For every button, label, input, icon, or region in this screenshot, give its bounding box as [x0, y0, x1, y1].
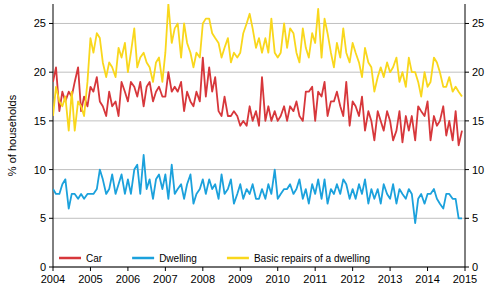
chart: 0 0 5 5 10 10 15 15 20 20 25 25 2004 2005 2006 2007 2008… [0, 0, 491, 302]
x-tick-label: 2011 [303, 273, 327, 285]
x-tick [90, 267, 91, 271]
series-line [53, 58, 462, 146]
legend-swatch [59, 257, 81, 260]
y-tick [49, 72, 53, 73]
x-tick-label: 2014 [415, 273, 439, 285]
y2-tick [465, 120, 469, 121]
x-tick [352, 267, 353, 271]
y2-tick-label: 0 [472, 261, 478, 273]
y2-tick-label: 5 [472, 212, 478, 224]
x-tick [277, 267, 278, 271]
y2-axis [465, 4, 466, 267]
legend-label: Basic repairs of a dwelling [254, 253, 370, 264]
y-tick [49, 218, 53, 219]
x-tick-label: 2007 [153, 273, 177, 285]
y-tick [49, 267, 53, 268]
y2-tick-label: 10 [472, 164, 484, 176]
series-line [53, 155, 462, 223]
x-tick-label: 2010 [265, 273, 289, 285]
x-tick [53, 267, 54, 271]
x-tick [315, 267, 316, 271]
y-tick-label: 15 [34, 115, 46, 127]
plot-area [53, 4, 462, 223]
x-tick [465, 267, 466, 271]
y2-tick [465, 23, 469, 24]
y2-tick-label: 20 [472, 66, 484, 78]
y2-tick [465, 169, 469, 170]
x-tick [390, 267, 391, 271]
x-tick-label: 2005 [78, 273, 102, 285]
x-tick-label: 2013 [378, 273, 402, 285]
y-tick [49, 23, 53, 24]
grid-line [53, 267, 465, 268]
legend-label: Dwelling [159, 253, 197, 264]
y2-tick [465, 218, 469, 219]
x-tick-label: 2012 [340, 273, 364, 285]
x-tick-label: 2006 [116, 273, 140, 285]
y-tick-label: 0 [40, 261, 46, 273]
legend-label: Car [86, 253, 103, 264]
x-tick [165, 267, 166, 271]
x-tick [427, 267, 428, 271]
legend: Car Dwelling Basic repairs of a dwelling [59, 253, 370, 264]
y-tick-label: 10 [34, 164, 46, 176]
x-tick-label: 2008 [191, 273, 215, 285]
y-axis [53, 4, 54, 267]
x-tick-label: 2009 [228, 273, 252, 285]
series-line [53, 4, 462, 131]
x-tick [202, 267, 203, 271]
legend-swatch [132, 257, 154, 260]
y2-tick [465, 267, 469, 268]
y-axis-title: % of households [6, 94, 18, 176]
x-tick [127, 267, 128, 271]
x-axis [53, 267, 465, 268]
x-tick-label: 2015 [453, 273, 477, 285]
y-tick-label: 25 [34, 17, 46, 29]
y-tick [49, 120, 53, 121]
y-tick-label: 5 [40, 212, 46, 224]
x-tick-label: 2004 [41, 273, 65, 285]
legend-swatch [227, 257, 249, 260]
y-tick-label: 20 [34, 66, 46, 78]
grid-line [53, 218, 465, 219]
y2-tick [465, 72, 469, 73]
y-tick [49, 169, 53, 170]
y2-tick-label: 15 [472, 115, 484, 127]
grid-line [53, 23, 465, 24]
x-tick [240, 267, 241, 271]
y2-tick-label: 25 [472, 17, 484, 29]
grid-line [53, 169, 465, 170]
